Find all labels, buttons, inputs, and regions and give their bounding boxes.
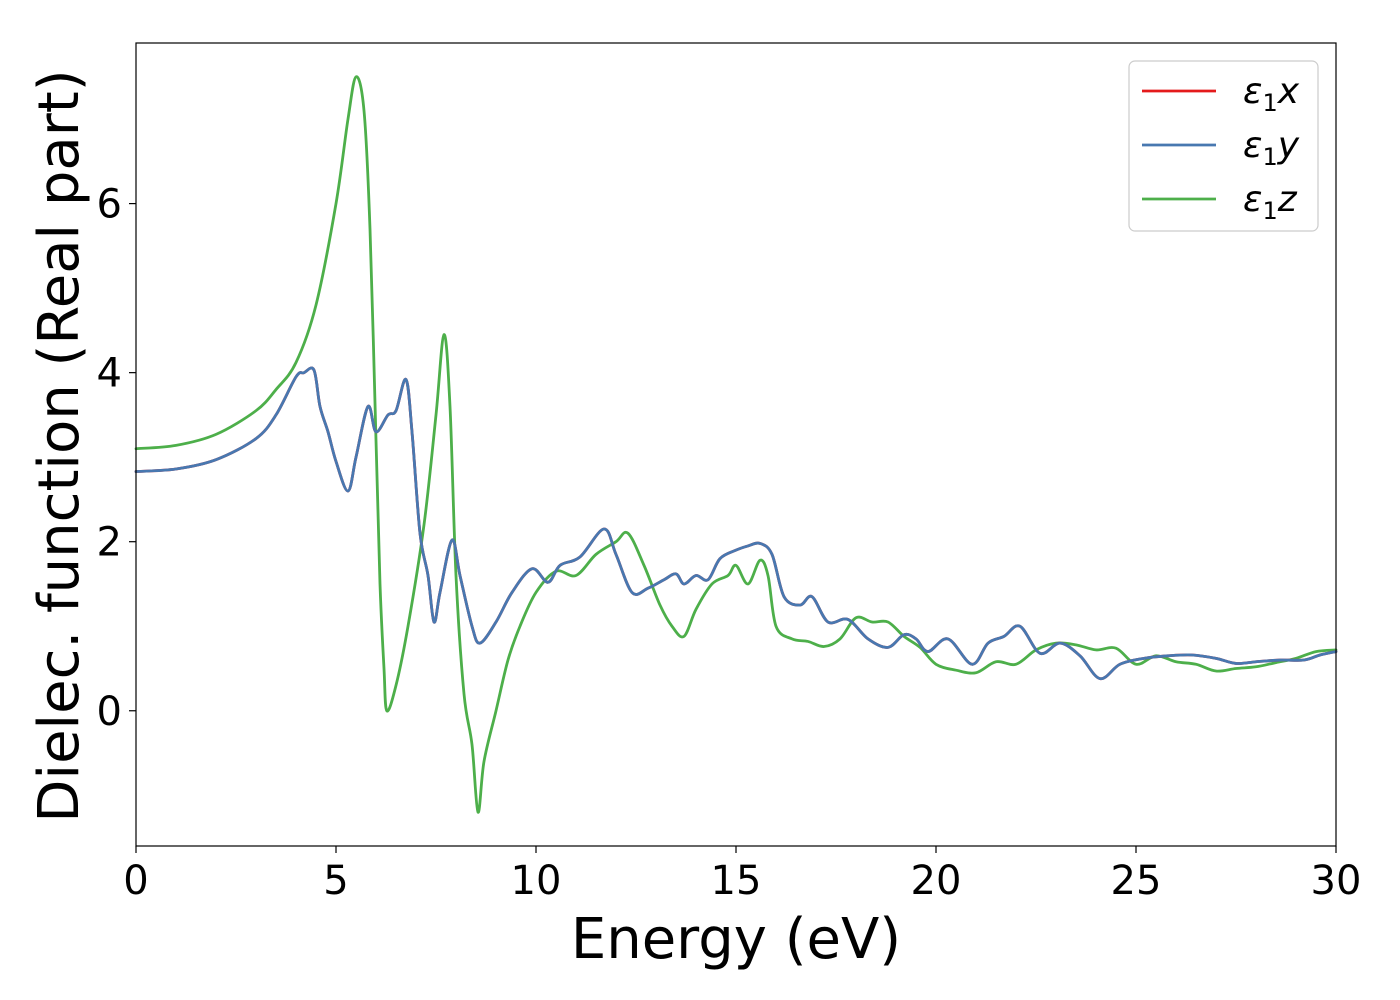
legend-variable: z: [1277, 179, 1298, 220]
legend-variable: x: [1277, 71, 1300, 112]
y-tick-label: 4: [97, 351, 122, 397]
legend-box: [1128, 60, 1319, 232]
x-tick-label: 15: [711, 858, 762, 904]
y-axis: 0 2 4 6: [97, 182, 136, 735]
legend-variable: y: [1277, 125, 1300, 166]
legend-symbol: ε: [1243, 179, 1262, 220]
legend-label-y: ε1y: [1243, 125, 1300, 171]
x-tick-label: 10: [511, 858, 562, 904]
legend-symbol: ε: [1243, 125, 1262, 166]
legend-label-z: ε1z: [1243, 179, 1298, 225]
x-tick-label: 25: [1111, 858, 1162, 904]
y-axis-title: Dielec. function (Real part): [27, 69, 92, 822]
legend-label-x: ε1x: [1243, 71, 1300, 117]
series-line-y: [134, 366, 1338, 681]
legend-symbol: ε: [1243, 71, 1262, 112]
x-axis-title: Energy (eV): [571, 907, 901, 972]
x-tick-label: 0: [123, 858, 148, 904]
legend-subscript: 1: [1262, 197, 1277, 225]
y-tick-label: 2: [97, 520, 122, 566]
y-tick-label: 6: [97, 182, 122, 228]
y-tick-label: 0: [97, 689, 122, 735]
legend-subscript: 1: [1262, 89, 1277, 117]
x-tick-label: 5: [323, 858, 348, 904]
x-axis: 0 5 10 15 20 25 30: [123, 846, 1361, 904]
series-layer: [134, 75, 1338, 814]
x-tick-label: 30: [1311, 858, 1362, 904]
x-tick-label: 20: [911, 858, 962, 904]
legend-subscript: 1: [1262, 143, 1277, 171]
